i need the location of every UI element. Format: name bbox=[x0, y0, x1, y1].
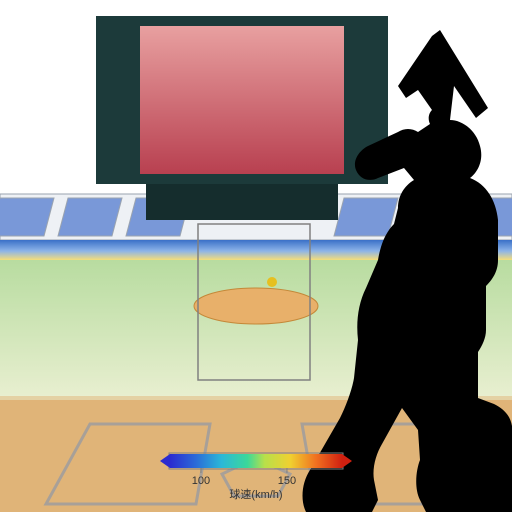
scoreboard-screen bbox=[140, 26, 344, 174]
mound bbox=[194, 288, 318, 324]
stand-window bbox=[58, 198, 122, 236]
legend-bar bbox=[170, 454, 342, 468]
legend-tick-label: 150 bbox=[278, 475, 296, 487]
pitch-location-chart: 100 150球速(km/h) bbox=[0, 0, 512, 512]
legend-axis-label: 球速(km/h) bbox=[229, 487, 282, 501]
stand-window bbox=[334, 198, 398, 236]
stand-window bbox=[0, 198, 54, 236]
legend-tick-label: 100 bbox=[192, 475, 210, 487]
pitch-marker bbox=[267, 277, 277, 287]
scoreboard-stand bbox=[146, 184, 338, 220]
chart-svg: 100 150球速(km/h) bbox=[0, 0, 512, 512]
